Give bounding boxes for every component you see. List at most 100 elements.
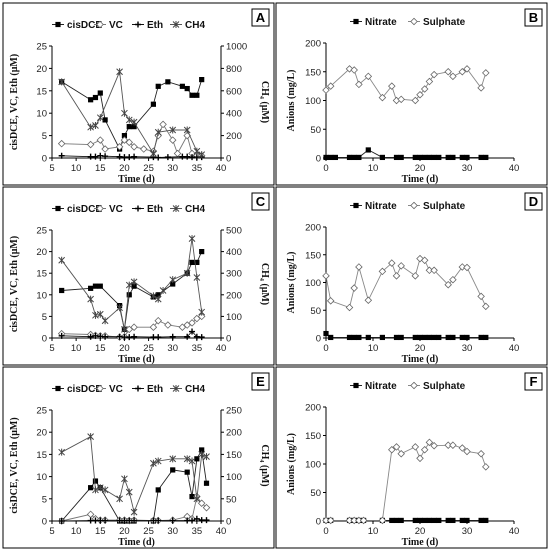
point-vc xyxy=(130,143,138,151)
y2-tick-label: 250 xyxy=(226,406,242,417)
point-nitrate xyxy=(431,154,437,161)
point-ch4 xyxy=(96,310,104,318)
point-eth xyxy=(189,517,196,524)
x-axis-label: Time (d) xyxy=(402,174,439,185)
point-cisdce xyxy=(199,77,205,83)
point-nitrate xyxy=(450,154,456,161)
y-tick-label: 100 xyxy=(305,278,321,289)
point-ch4 xyxy=(198,151,206,159)
point-nitrate xyxy=(422,154,428,161)
point-cisdce xyxy=(194,92,200,98)
point-sulphate xyxy=(482,69,490,77)
point-eth xyxy=(102,333,109,340)
y-axis-label: Anions (mg/L) xyxy=(286,433,297,495)
point-nitrate xyxy=(426,517,432,524)
point-ch4 xyxy=(96,484,104,492)
point-nitrate xyxy=(346,334,353,341)
point-sulphate xyxy=(463,447,471,456)
panel-frame xyxy=(275,2,548,186)
y-tick-label: 200 xyxy=(305,39,321,50)
point-ch4 xyxy=(150,150,157,158)
x-tick-label: 25 xyxy=(143,343,154,354)
point-nitrate xyxy=(332,154,338,161)
point-ch4 xyxy=(150,459,157,467)
point-sulphate xyxy=(416,90,424,99)
point-nitrate xyxy=(464,154,470,161)
point-cisdce xyxy=(59,287,65,294)
point-nitrate xyxy=(393,154,400,161)
point-eth xyxy=(92,153,99,160)
x-tick-label: 30 xyxy=(167,526,178,537)
point-ch4 xyxy=(87,295,94,303)
point-cisdce xyxy=(92,283,99,289)
point-nitrate xyxy=(459,334,465,341)
legend-label: CH4 xyxy=(185,384,205,395)
point-vc xyxy=(197,312,206,321)
point-nitrate xyxy=(426,154,432,161)
point-vc xyxy=(115,143,124,151)
legend-marker xyxy=(353,18,359,25)
point-ch4 xyxy=(116,304,123,312)
y-tick-label: 50 xyxy=(310,306,321,317)
point-nitrate xyxy=(431,334,437,341)
point-vc xyxy=(86,510,95,519)
point-sulphate xyxy=(444,280,452,289)
point-sulphate xyxy=(364,72,373,81)
x-tick-label: 0 xyxy=(323,163,328,174)
y2-tick-label: 0 xyxy=(226,334,231,345)
point-sulphate xyxy=(411,272,420,280)
point-cisdce xyxy=(155,83,161,89)
legend-label: VC xyxy=(109,20,123,31)
point-ch4 xyxy=(169,276,177,284)
panel-label: E xyxy=(256,374,265,389)
point-sulphate xyxy=(430,266,438,275)
legend-label: Nitrate xyxy=(365,201,397,212)
legend-marker xyxy=(353,202,359,209)
y-tick-label: 5 xyxy=(42,494,47,505)
point-vc xyxy=(183,321,191,329)
x-axis-label: Time (d) xyxy=(402,537,439,548)
y-tick-label: 20 xyxy=(36,428,47,439)
point-ch4 xyxy=(130,278,138,286)
panel-label: B xyxy=(529,10,538,25)
point-eth xyxy=(87,333,94,340)
x-tick-label: 10 xyxy=(368,343,379,354)
point-sulphate xyxy=(420,445,429,454)
point-nitrate xyxy=(436,517,442,524)
point-nitrate xyxy=(483,154,489,161)
x-tick-label: 20 xyxy=(119,526,130,537)
legend-marker xyxy=(172,385,180,392)
panel-label-box xyxy=(524,192,543,211)
panel-label-box xyxy=(524,8,543,27)
panel-label: D xyxy=(529,194,538,209)
x-tick-label: 20 xyxy=(119,163,130,174)
point-nitrate xyxy=(398,334,404,341)
point-cisdce xyxy=(194,259,200,265)
legend-marker xyxy=(55,385,61,392)
y2-tick-label: 150 xyxy=(226,450,242,461)
point-sulphate xyxy=(378,267,387,276)
y-tick-label: 100 xyxy=(305,96,321,107)
legend-marker xyxy=(55,205,61,212)
panel-frame xyxy=(2,186,275,366)
point-cisdce xyxy=(88,485,94,491)
x-tick-label: 10 xyxy=(71,343,82,354)
y2-tick-label: 400 xyxy=(226,109,242,120)
point-sulphate xyxy=(322,272,330,280)
legend-marker xyxy=(353,382,359,389)
y-tick-label: 25 xyxy=(36,226,47,237)
x-tick-label: 25 xyxy=(143,526,154,537)
x-tick-label: 30 xyxy=(462,526,473,537)
legend-label: CH4 xyxy=(185,20,205,31)
point-sulphate xyxy=(482,302,490,311)
point-cisdce xyxy=(199,447,205,453)
point-sulphate xyxy=(355,80,363,89)
point-sulphate xyxy=(411,443,420,451)
point-sulphate xyxy=(359,516,368,525)
point-nitrate xyxy=(478,517,484,524)
y2-tick-label: 200 xyxy=(226,428,242,439)
point-ch4 xyxy=(188,457,196,465)
point-sulphate xyxy=(444,67,452,76)
legend-marker xyxy=(96,20,104,29)
legend-label: VC xyxy=(109,384,123,395)
